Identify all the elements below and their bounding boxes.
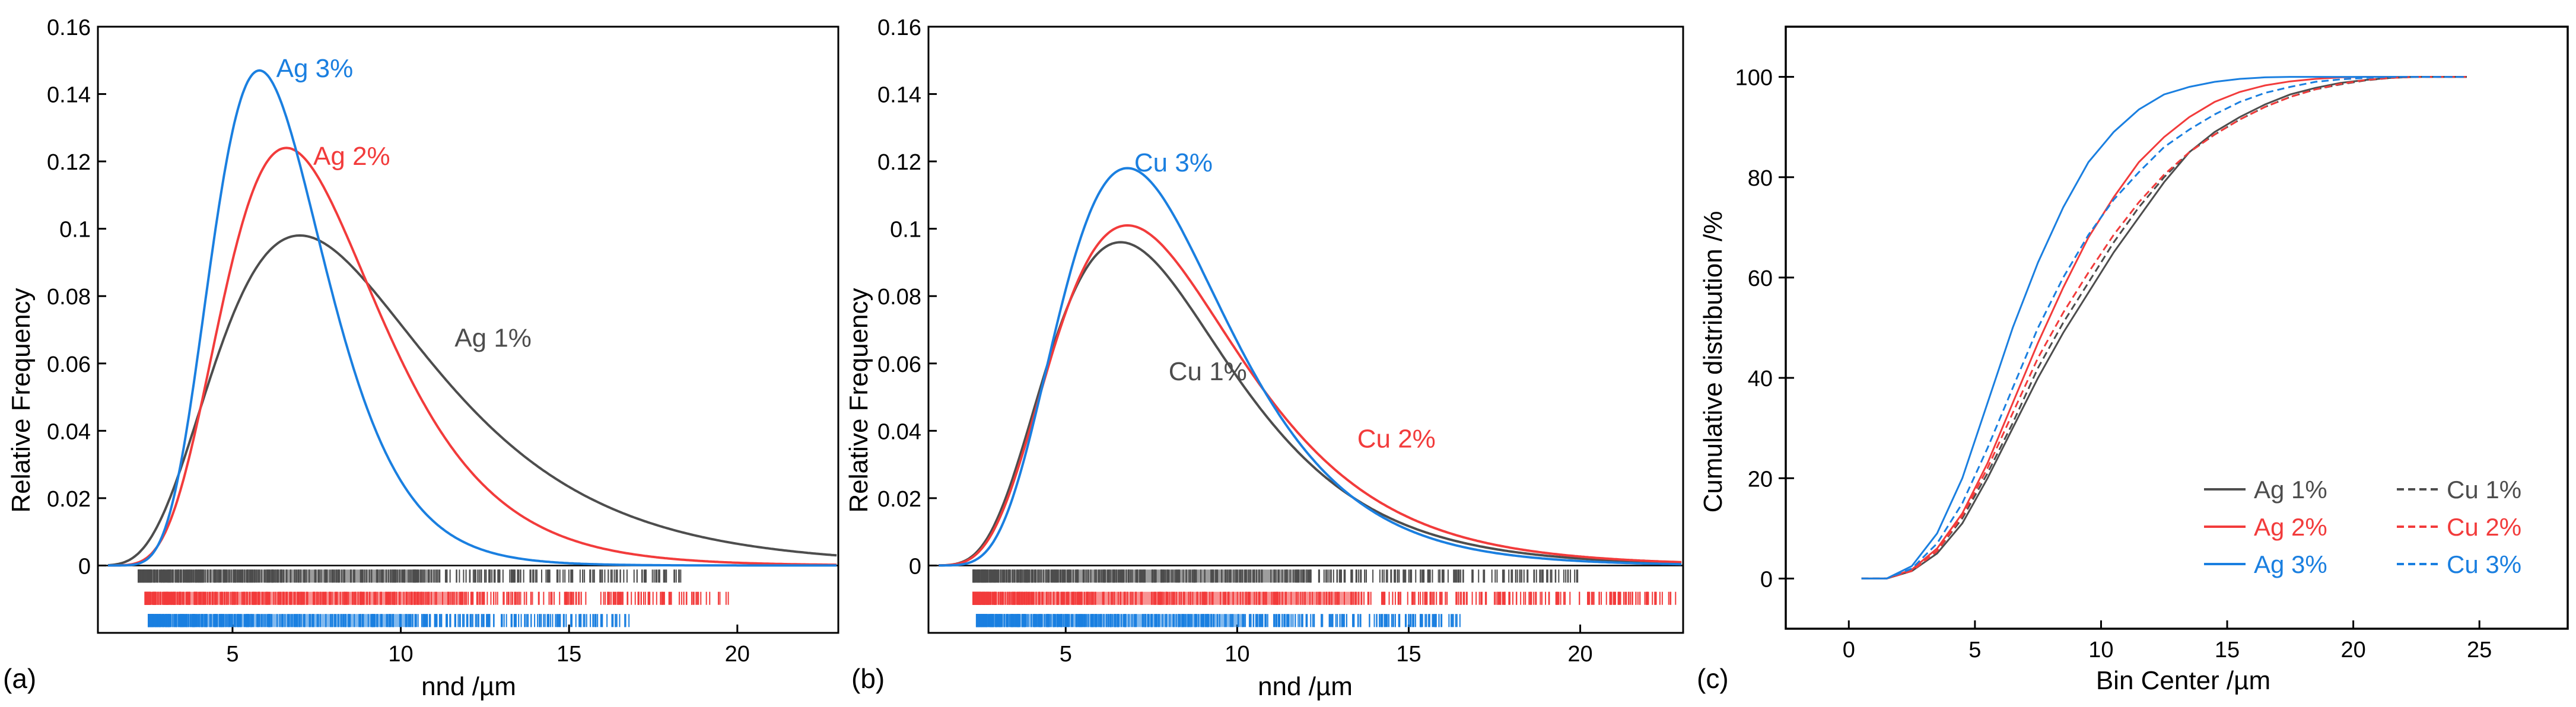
y-tick-label: 0.12 <box>47 150 91 175</box>
y-tick-label: 0.12 <box>877 150 921 175</box>
y-tick-label: 0.04 <box>47 419 91 444</box>
panel-b-y-label: Relative Frequency <box>844 288 873 512</box>
x-tick-label: 5 <box>1060 642 1072 667</box>
curve-cu-2pct <box>939 224 1682 567</box>
legend-label-cu-1pct: Cu 1% <box>2447 476 2521 504</box>
x-tick-label: 20 <box>725 642 750 667</box>
x-tick-label: 15 <box>1396 642 1421 667</box>
y-tick-label: 100 <box>1735 66 1773 91</box>
panel-a-plot-frame <box>97 26 839 634</box>
curve-label-cu-1pct: Cu 1% <box>1169 357 1247 386</box>
y-tick-label: 40 <box>1748 367 1773 391</box>
rug-band <box>981 591 1360 605</box>
y-tick-label: 0.16 <box>47 15 91 40</box>
panel-c-x-axis: 0 5 10 15 20 25 <box>1843 620 2492 663</box>
panel-a-panel-label: (a) <box>3 663 36 694</box>
legend-label-cu-2pct: Cu 2% <box>2447 513 2521 541</box>
y-tick-label: 0.04 <box>877 419 921 444</box>
x-tick-label: 10 <box>2088 638 2113 663</box>
y-tick-label: 60 <box>1748 266 1773 291</box>
curve-ag-2pct <box>108 147 837 567</box>
panel-b-rug-plot <box>972 569 1677 628</box>
x-tick-label: 25 <box>2467 638 2492 663</box>
panel-c-y-label: Cumulative distribution /% <box>1699 211 1728 513</box>
panel-b-chart: 0 0.02 0.04 0.06 0.08 0.1 0.12 0.14 0.16 5 10 15 20… <box>844 15 1684 701</box>
x-tick-label: 15 <box>2215 638 2240 663</box>
y-tick-label: 0.02 <box>877 487 921 512</box>
x-tick-label: 20 <box>2340 638 2365 663</box>
panel-c-chart: 0 20 40 60 80 100 0 5 10 15 20 25 Ag 1% Ag 2% Ag 3% C… <box>1697 26 2569 695</box>
panel-a-y-label: Relative Frequency <box>7 288 36 512</box>
y-tick-label: 80 <box>1748 166 1773 191</box>
y-tick-label: 0.14 <box>47 83 91 108</box>
y-tick-label: 0.16 <box>877 15 921 40</box>
panel-b-x-axis: 5 10 15 20 <box>1060 625 1593 667</box>
x-tick-label: 15 <box>556 642 581 667</box>
panel-c-y-axis: 0 20 40 60 80 100 <box>1735 66 1794 592</box>
legend-label-ag-1pct: Ag 1% <box>2254 476 2327 504</box>
panel-b-plot-frame <box>927 26 1684 634</box>
panel-a-curve-labels: Ag 1% Ag 2% Ag 3% <box>276 54 532 352</box>
x-tick-label: 0 <box>1843 638 1855 663</box>
panel-b-curve-labels: Cu 1% Cu 2% Cu 3% <box>1134 148 1436 454</box>
y-tick-label: 20 <box>1748 467 1773 492</box>
y-tick-label: 0.1 <box>890 218 921 243</box>
x-tick-label: 10 <box>1225 642 1249 667</box>
panel-c-x-label: Bin Center /µm <box>2096 666 2270 695</box>
panel-c-legend: Ag 1% Ag 2% Ag 3% Cu 1% Cu 2% Cu 3% <box>2204 476 2521 578</box>
curve-ag-1pct <box>107 234 837 566</box>
curve-label-ag-3pct: Ag 3% <box>276 54 354 83</box>
cdf-line-ag-2pct <box>1861 76 2467 579</box>
curve-ag-3pct <box>108 69 837 567</box>
panel-b-x-label: nnd /µm <box>1258 672 1353 701</box>
x-tick-label: 5 <box>226 642 238 667</box>
y-tick-label: 0 <box>909 554 921 579</box>
y-tick-label: 0 <box>78 554 91 579</box>
curve-cu-1pct <box>939 241 1682 567</box>
x-tick-label: 5 <box>1968 638 1981 663</box>
curve-label-ag-2pct: Ag 2% <box>313 142 390 171</box>
panel-b-y-axis: 0 0.02 0.04 0.06 0.08 0.1 0.12 0.14 0.16 <box>877 15 937 579</box>
y-tick-label: 0.1 <box>59 218 91 243</box>
panel-b-panel-label: (b) <box>851 663 885 694</box>
cdf-line-cu-3pct <box>1861 76 2467 579</box>
legend-label-ag-3pct: Ag 3% <box>2254 550 2327 578</box>
panel-a-rug-plot <box>138 569 729 628</box>
panel-a-x-axis: 5 10 15 20 <box>226 625 750 667</box>
y-tick-label: 0.02 <box>47 487 91 512</box>
x-tick-label: 10 <box>388 642 413 667</box>
curve-cu-3pct <box>939 167 1682 567</box>
curve-label-cu-3pct: Cu 3% <box>1134 148 1213 177</box>
y-tick-label: 0 <box>1760 567 1773 592</box>
panel-a-chart: 0 0.02 0.04 0.06 0.08 0.1 0.12 0.14 0.16 5 10 15 20… <box>3 15 839 701</box>
panel-a-curves <box>98 69 838 567</box>
y-tick-label: 0.08 <box>877 285 921 310</box>
rug-band <box>981 569 1308 583</box>
rug-band <box>153 591 468 605</box>
y-tick-label: 0.06 <box>47 352 91 377</box>
cdf-line-cu-2pct <box>1861 76 2467 579</box>
y-tick-label: 0.06 <box>877 352 921 377</box>
y-tick-label: 0.08 <box>47 285 91 310</box>
y-tick-label: 0.14 <box>877 83 921 108</box>
panel-a-x-label: nnd /µm <box>421 672 516 701</box>
curve-label-ag-1pct: Ag 1% <box>454 323 532 352</box>
cdf-line-ag-3pct <box>1861 76 2467 579</box>
panel-a-y-axis: 0 0.02 0.04 0.06 0.08 0.1 0.12 0.14 0.16 <box>47 15 106 579</box>
rug-band <box>147 569 438 583</box>
rug-band <box>157 614 414 628</box>
legend-label-ag-2pct: Ag 2% <box>2254 513 2327 541</box>
curve-label-cu-2pct: Cu 2% <box>1357 425 1436 454</box>
panel-c-panel-label: (c) <box>1697 663 1729 694</box>
cdf-line-cu-1pct <box>1861 76 2467 579</box>
panel-c-curves <box>1861 76 2467 579</box>
panel-c-plot-frame <box>1785 26 2569 630</box>
rug-band <box>985 614 1243 628</box>
cdf-line-ag-1pct <box>1861 76 2467 579</box>
legend-label-cu-3pct: Cu 3% <box>2447 550 2521 578</box>
panel-b-curves <box>928 167 1683 567</box>
x-tick-label: 20 <box>1567 642 1592 667</box>
